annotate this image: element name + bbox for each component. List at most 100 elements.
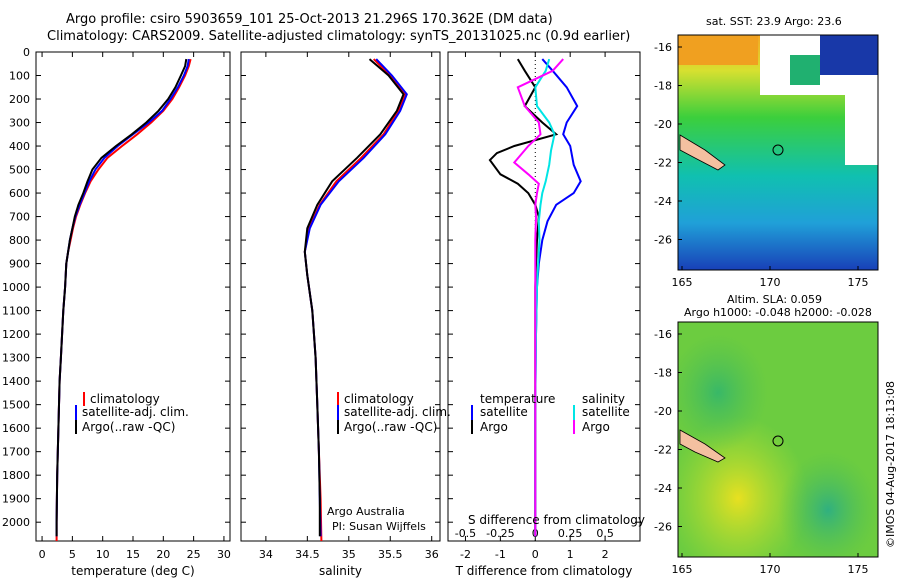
footer-argo-australia: Argo Australia xyxy=(327,505,405,518)
credit-text: ©IMOS 04-Aug-2017 18:13:08 xyxy=(884,381,897,548)
map-y-tick-label: -16 xyxy=(654,41,672,54)
sla-map-title-2: Argo h1000: -0.048 h2000: -0.028 xyxy=(684,306,872,319)
difference-legend: temperature salinity satellite Argo sate… xyxy=(468,392,645,527)
depth-tick-label: 900 xyxy=(9,258,30,271)
map-y-tick-label: -24 xyxy=(654,482,672,495)
x-tick-label: 34 xyxy=(259,548,273,561)
depth-tick-label: 400 xyxy=(9,140,30,153)
x-tick-label: 2 xyxy=(602,548,609,561)
legend-argo-s: Argo(..raw -QC) xyxy=(344,420,437,434)
depth-tick-label: 1300 xyxy=(2,352,30,365)
map-y-tick-label: -26 xyxy=(654,234,672,247)
depth-tick-label: 100 xyxy=(9,70,30,83)
series-s-satellite xyxy=(534,58,556,537)
legend-s-sat: satellite xyxy=(582,405,630,419)
depth-tick-label: 800 xyxy=(9,234,30,247)
legend-satellite: satellite-adj. clim. xyxy=(82,405,189,419)
x-tick-label: 1 xyxy=(567,548,574,561)
salinity-legend: climatology satellite-adj. clim. Argo(..… xyxy=(327,392,451,533)
temperature-legend: climatology satellite-adj. clim. Argo(..… xyxy=(75,392,189,434)
plot-frame xyxy=(447,51,641,542)
title-line-1: Argo profile: csiro 5903659_101 25-Oct-2… xyxy=(66,12,553,27)
series-s-argo xyxy=(512,58,564,537)
map-x-tick-label: 170 xyxy=(760,276,781,289)
top-tick-label: 0.25 xyxy=(558,527,583,540)
top-tick-label: 0.5 xyxy=(596,527,614,540)
depth-tick-label: 1200 xyxy=(2,328,30,341)
depth-tick-label: 1000 xyxy=(2,281,30,294)
sla-map-title-1: Altim. SLA: 0.059 xyxy=(727,293,822,306)
depth-tick-label: 1800 xyxy=(2,469,30,482)
depth-tick-label: 500 xyxy=(9,164,30,177)
legend-climatology: climatology xyxy=(90,392,160,406)
x-tick-label: -2 xyxy=(460,548,471,561)
legend-satellite-s: satellite-adj. clim. xyxy=(344,405,451,419)
map-x-tick-label: 175 xyxy=(848,276,869,289)
x-tick-label: 0 xyxy=(39,548,46,561)
depth-tick-label: 1400 xyxy=(2,375,30,388)
legend-t-sat: satellite xyxy=(480,405,528,419)
legend-t-argo: Argo xyxy=(480,420,508,434)
map-y-tick-label: -20 xyxy=(654,405,672,418)
depth-tick-label: 300 xyxy=(9,117,30,130)
legend-argo: Argo(..raw -QC) xyxy=(82,420,175,434)
depth-tick-label: 1700 xyxy=(2,446,30,459)
series-t-argo xyxy=(488,58,559,537)
map-x-tick-label: 175 xyxy=(848,563,869,576)
depth-axis-labels: 0 100 200 300 400 500 600 700 800 900 1000 1100 1200… xyxy=(2,46,30,529)
plot-frame xyxy=(240,51,441,542)
depth-tick-label: 0 xyxy=(23,46,30,59)
series-argo-raw-qc- xyxy=(55,58,188,537)
salinity-panel: 34 34.5 35 35.5 36 salinity xyxy=(240,51,441,578)
map-y-tick-label: -22 xyxy=(654,157,672,170)
sst-map-title: sat. SST: 23.9 Argo: 23.6 xyxy=(706,15,842,28)
map-x-tick-label: 165 xyxy=(672,276,693,289)
x-tick-label: -1 xyxy=(495,548,506,561)
map-y-tick-label: -20 xyxy=(654,118,672,131)
depth-tick-label: 200 xyxy=(9,93,30,106)
legend-salinity-title: salinity xyxy=(582,392,625,406)
map-y-tick-label: -18 xyxy=(654,367,672,380)
x-tick-label: 30 xyxy=(217,548,231,561)
x-tick-label: 34.5 xyxy=(295,548,320,561)
legend-s-argo: Argo xyxy=(582,420,610,434)
depth-tick-label: 1600 xyxy=(2,422,30,435)
temperature-panel: 0 5 10 15 20 25 30 temperature (deg C) xyxy=(35,51,231,578)
map-x-tick-label: 170 xyxy=(760,563,781,576)
series-argo-raw-qc- xyxy=(303,58,405,537)
sla-map: Altim. SLA: 0.059 Argo h1000: -0.048 h20… xyxy=(654,293,879,576)
footer-pi: PI: Susan Wijffels xyxy=(332,520,426,533)
top-tick-label: -0.5 xyxy=(455,527,476,540)
legend-temperature-title: temperature xyxy=(480,392,555,406)
title-line-2: Climatology: CARS2009. Satellite-adjuste… xyxy=(47,29,631,44)
x-axis-label: temperature (deg C) xyxy=(71,564,194,578)
x-tick-label: 35 xyxy=(342,548,356,561)
x-axis-label: salinity xyxy=(319,564,362,578)
depth-tick-label: 700 xyxy=(9,211,30,224)
x-tick-label: 0 xyxy=(532,548,539,561)
x-tick-label: 25 xyxy=(187,548,201,561)
depth-tick-label: 1500 xyxy=(2,399,30,412)
difference-panel: -2 -1 0 1 2 T difference from climatology -0.5… xyxy=(447,51,641,578)
map-y-tick-label: -22 xyxy=(654,444,672,457)
map-y-tick-label: -16 xyxy=(654,328,672,341)
x-tick-label: 5 xyxy=(69,548,76,561)
x-axis-label: T difference from climatology xyxy=(455,564,633,578)
x-tick-label: 10 xyxy=(96,548,110,561)
x-tick-label: 20 xyxy=(156,548,170,561)
top-axis-label: S difference from climatology xyxy=(468,513,645,527)
legend-climatology-s: climatology xyxy=(344,392,414,406)
map-x-tick-label: 165 xyxy=(672,563,693,576)
map-y-tick-label: -26 xyxy=(654,521,672,534)
map-y-tick-label: -18 xyxy=(654,80,672,93)
top-tick-label: -0.25 xyxy=(486,527,514,540)
x-tick-label: 36 xyxy=(425,548,439,561)
depth-tick-label: 600 xyxy=(9,187,30,200)
x-tick-label: 15 xyxy=(126,548,140,561)
depth-tick-label: 2000 xyxy=(2,516,30,529)
x-tick-label: 35.5 xyxy=(378,548,403,561)
depth-tick-label: 1100 xyxy=(2,305,30,318)
sst-map: sat. SST: 23.9 Argo: 23.6 165 170 175 -16 -1… xyxy=(654,15,879,289)
depth-tick-label: 1900 xyxy=(2,493,30,506)
